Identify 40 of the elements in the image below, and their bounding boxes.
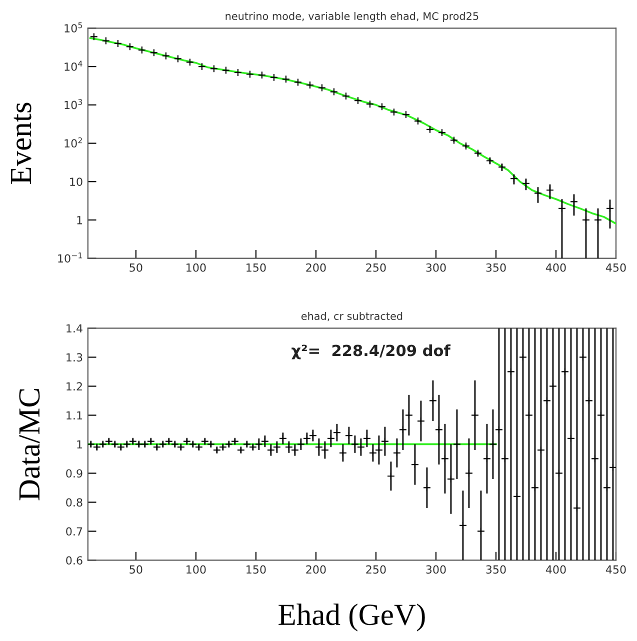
x-tick-label: 200 [306,565,326,574]
x-tick-label: 200 [306,263,326,272]
y-tick-label: 1.4 [66,324,82,332]
y-tick-label: 1 [77,440,82,448]
y-tick-label: 1.3 [66,353,82,362]
x-tick-label: 350 [486,263,506,272]
y-tick-label: 0.8 [66,498,82,507]
y-tick-label: 10$^{2}$ [64,137,82,148]
x-axis-title: Ehad (GeV) [278,604,425,632]
y-axis-title: Data/MC [19,389,40,500]
x-tick-label: 250 [366,263,386,272]
y-tick-label: 1.2 [66,382,82,390]
y-tick-label: 0.7 [66,527,82,536]
x-tick-label: 400 [546,565,566,574]
x-tick-label: 450 [606,565,626,574]
y-tick-label: 10$^{−1}$ [58,252,82,263]
x-tick-label: 50 [130,263,142,272]
x-tick-label: 350 [486,565,506,574]
x-tick-label: 450 [606,263,626,272]
chart-title: ehad, cr subtracted [301,312,402,322]
x-tick-label: 400 [546,263,566,272]
x-tick-label: 300 [426,263,446,272]
y-tick-label: 0.6 [66,556,82,565]
x-tick-label: 100 [186,565,206,574]
x-tick-label: 50 [130,565,142,574]
y-axis-title: Events [10,102,32,184]
x-tick-label: 150 [246,263,266,272]
annotation: χ²= 228.4/209 dof [292,344,451,360]
x-tick-label: 150 [246,565,266,574]
chart-title: neutrino mode, variable length ehad, MC prod25 [226,12,478,22]
y-tick-label: 1.1 [66,411,82,420]
x-tick-label: 300 [426,565,446,574]
y-tick-label: 10$^{3}$ [64,99,82,110]
y-tick-label: 10$^{5}$ [64,22,82,33]
y-tick-label: 1 [77,216,82,224]
y-tick-label: 10$^{4}$ [64,60,82,71]
x-tick-label: 250 [366,565,386,574]
y-tick-label: 0.9 [66,469,82,478]
x-tick-label: 100 [186,263,206,272]
y-tick-label: 10 [70,178,82,186]
